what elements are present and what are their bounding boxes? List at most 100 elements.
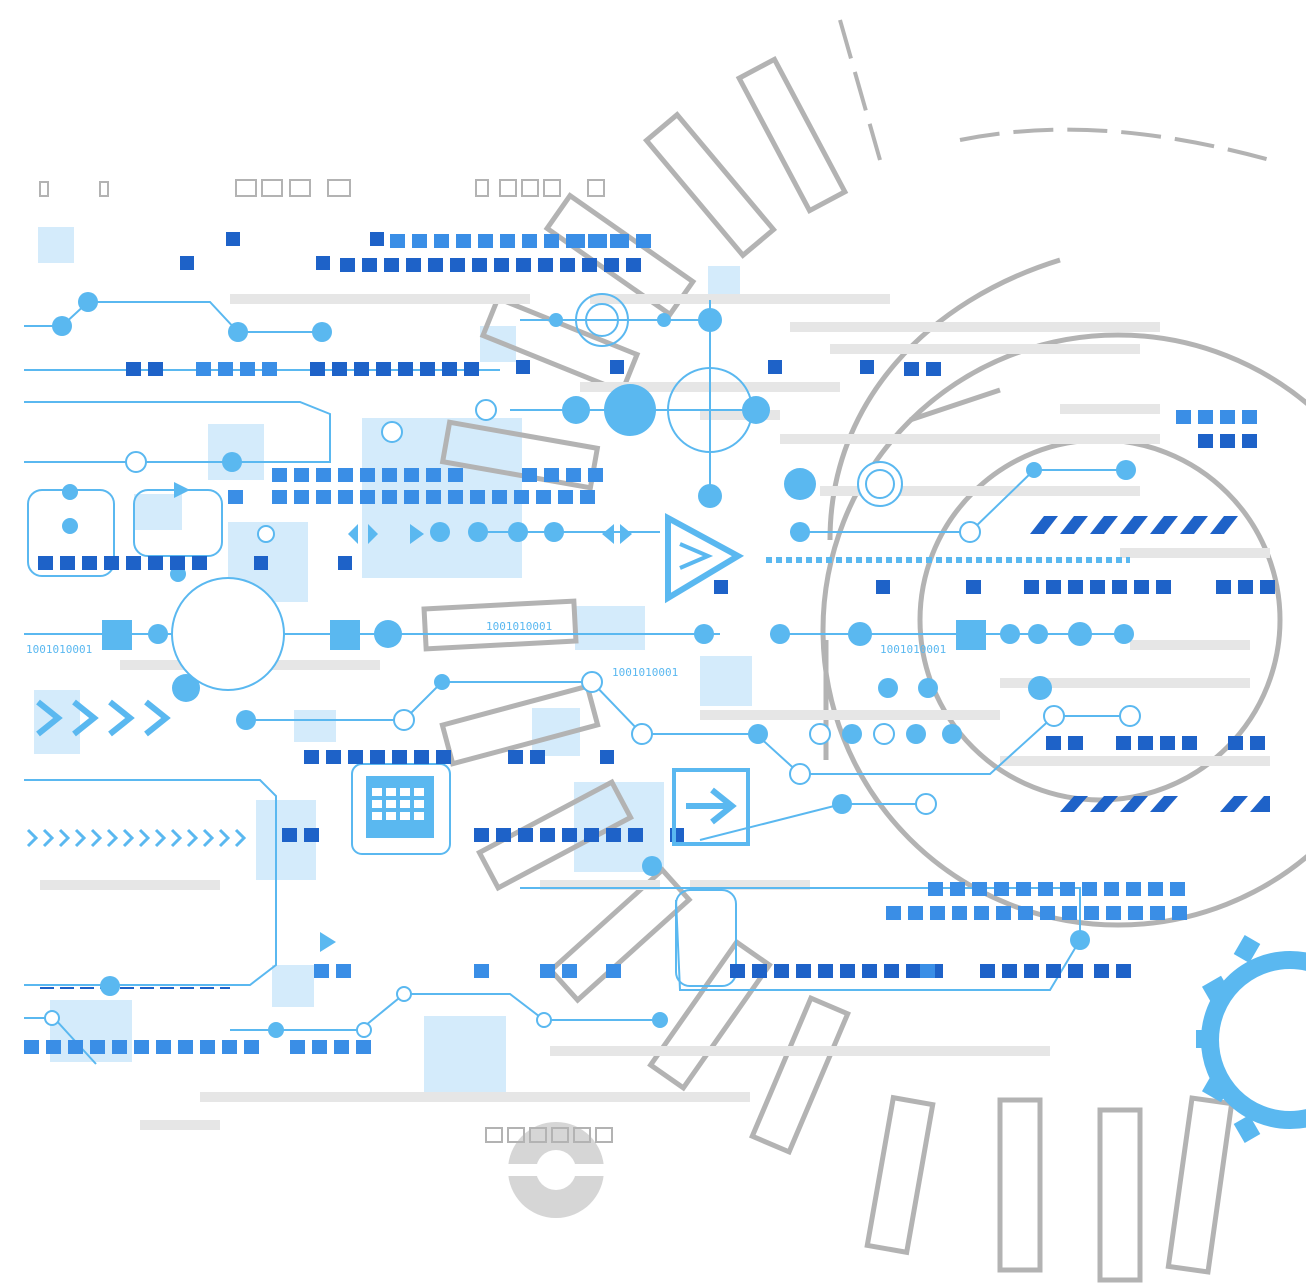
binary-label: 1001010001 (612, 666, 678, 679)
dot-square (228, 490, 243, 504)
dot-square (500, 234, 515, 248)
dot-square (472, 258, 487, 272)
dot-square (840, 964, 855, 978)
dot-square (1176, 410, 1191, 424)
dot-square (148, 362, 163, 376)
dot-square (356, 1040, 371, 1054)
dot-square (1148, 882, 1163, 896)
dot-square (426, 468, 441, 482)
circuit-nodes (52, 292, 1136, 1038)
dot-square (604, 258, 619, 272)
dot-square (382, 468, 397, 482)
dot-square (1090, 580, 1105, 594)
dot-square (222, 1040, 237, 1054)
dot-square (906, 964, 921, 978)
dot-square (392, 750, 407, 764)
dot-square (628, 828, 643, 842)
dot-square (566, 468, 581, 482)
dot-square (442, 362, 457, 376)
dot-square (428, 258, 443, 272)
dot-square (1016, 882, 1031, 896)
dot-square (1242, 434, 1257, 448)
dot-square (46, 1040, 61, 1054)
dot-square (290, 1040, 305, 1054)
dot-square (360, 468, 375, 482)
dot-square (390, 234, 405, 248)
dot-square (516, 258, 531, 272)
dot-square (1182, 736, 1197, 750)
dot-square (522, 468, 537, 482)
dot-square (340, 258, 355, 272)
dot-square (316, 468, 331, 482)
dot-square (60, 556, 75, 570)
dot-square (68, 1040, 83, 1054)
dot-square (774, 964, 789, 978)
dot-square (522, 234, 537, 248)
gray-frame-rows (39, 179, 613, 1143)
dot-square (536, 490, 551, 504)
dot-square (412, 234, 427, 248)
dot-square (544, 468, 559, 482)
chevron-strip (26, 828, 247, 848)
dot-square (980, 964, 995, 978)
dot-square (818, 964, 833, 978)
dot-square (414, 750, 429, 764)
dot-square (752, 964, 767, 978)
gray-dashed-arcs (838, 19, 1271, 162)
dot-square (240, 362, 255, 376)
dot-square (1002, 964, 1017, 978)
dot-square (192, 556, 207, 570)
dot-square (262, 362, 277, 376)
dot-square (272, 490, 287, 504)
dot-square (1112, 580, 1127, 594)
dot-square (312, 1040, 327, 1054)
dot-square (1084, 906, 1099, 920)
dot-square (1216, 580, 1231, 594)
binary-label: 1001010001 (486, 620, 552, 633)
dot-square (420, 362, 435, 376)
dot-square (582, 258, 597, 272)
dot-square (134, 1040, 149, 1054)
dot-square (200, 1040, 215, 1054)
gray-cog-icon (508, 1122, 604, 1218)
dot-square (1038, 882, 1053, 896)
dot-square (796, 964, 811, 978)
dot-square (606, 964, 621, 978)
dot-square (560, 258, 575, 272)
dot-square (994, 882, 1009, 896)
dot-square (530, 750, 545, 764)
dot-square (540, 964, 555, 978)
dot-square (884, 964, 899, 978)
dot-square (1170, 882, 1185, 896)
dot-square (1198, 410, 1213, 424)
gray-dash-rows (40, 294, 1270, 1130)
dot-square (338, 468, 353, 482)
dot-square (456, 234, 471, 248)
dot-square (544, 234, 559, 248)
dot-square (156, 1040, 171, 1054)
dot-square (1126, 882, 1141, 896)
dot-square (538, 258, 553, 272)
dot-square (886, 906, 901, 920)
dot-square (966, 580, 981, 594)
dot-square (952, 906, 967, 920)
dot-square (920, 964, 935, 978)
dot-square (1106, 906, 1121, 920)
dot-square (24, 1040, 39, 1054)
calendar-icon (366, 776, 434, 838)
dot-square (972, 882, 987, 896)
dot-square (474, 964, 489, 978)
dot-square (1220, 434, 1235, 448)
dot-square (1138, 736, 1153, 750)
dot-square (272, 468, 287, 482)
dot-square (310, 362, 325, 376)
dot-square (354, 362, 369, 376)
dot-square (1040, 906, 1055, 920)
dot-square (314, 964, 329, 978)
dot-square (904, 362, 919, 376)
dot-square (1116, 964, 1131, 978)
slanted-stripes (1030, 516, 1270, 812)
dot-square (1018, 906, 1033, 920)
dot-square (1068, 580, 1083, 594)
dot-square (406, 258, 421, 272)
